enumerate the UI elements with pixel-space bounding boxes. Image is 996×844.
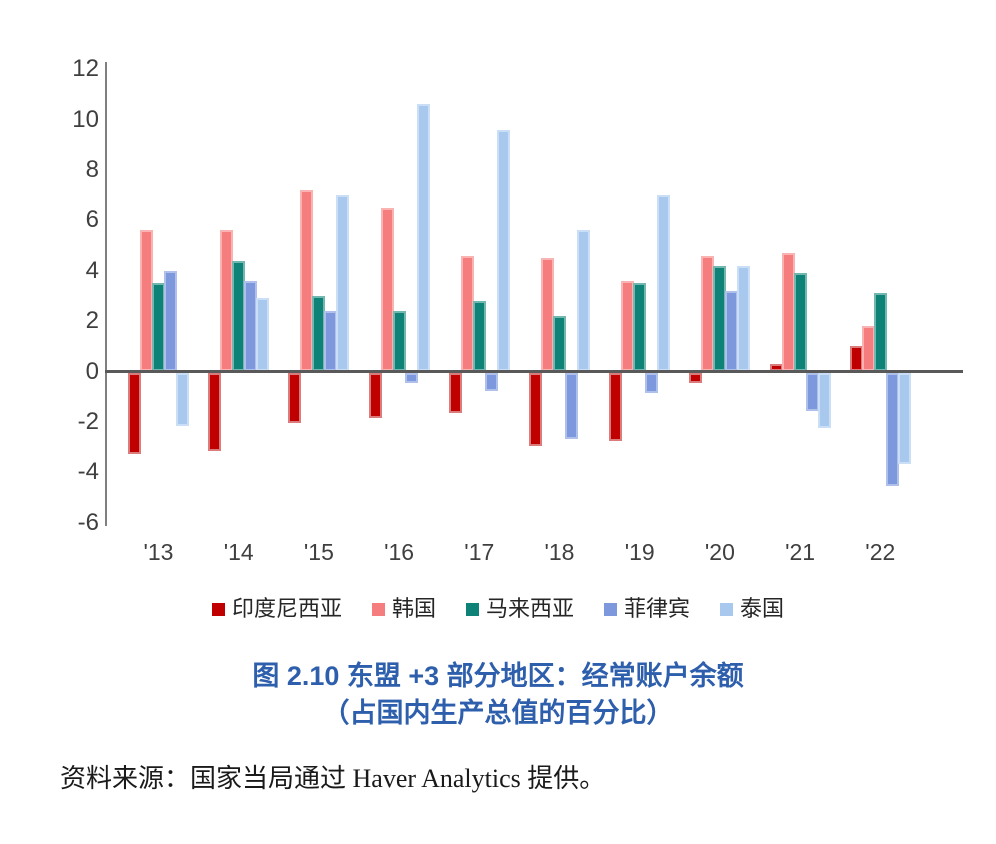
chart-title-line1: 图 2.10 东盟 +3 部分地区：经常账户余额 xyxy=(252,661,744,691)
bar-马来西亚-22 xyxy=(873,293,887,372)
legend-label: 韩国 xyxy=(391,596,436,621)
y-axis-tick-8: 8 xyxy=(85,155,99,183)
legend-item-泰国: 泰国 xyxy=(720,596,784,622)
bar-印度尼西亚-15 xyxy=(288,373,302,424)
chart-title-line2: （占国内生产总值的百分比） xyxy=(322,698,674,728)
x-axis-tick-17: '17 xyxy=(464,539,495,565)
bar-泰国-15 xyxy=(336,195,350,372)
bar-菲律宾-17 xyxy=(484,373,498,391)
y-axis-tick-12: 12 xyxy=(72,55,99,83)
y-axis-tick--4: -4 xyxy=(77,458,99,486)
x-axis-tick-15: '15 xyxy=(303,539,334,565)
x-axis-tick-18: '18 xyxy=(544,539,575,565)
bar-印度尼西亚-20 xyxy=(689,373,703,384)
y-axis-tick-0: 0 xyxy=(85,357,99,385)
bar-印度尼西亚-17 xyxy=(448,373,462,414)
y-axis-tick-4: 4 xyxy=(85,256,99,284)
x-axis-tick-22: '22 xyxy=(865,539,896,565)
bar-泰国-18 xyxy=(577,230,590,372)
bar-马来西亚-19 xyxy=(633,283,647,372)
x-axis-tick-14: '14 xyxy=(223,539,254,565)
bar-泰国-22 xyxy=(897,373,911,464)
bar-泰国-20 xyxy=(737,265,751,372)
bar-菲律宾-16 xyxy=(404,373,418,384)
x-axis-tick-19: '19 xyxy=(624,539,655,565)
y-axis-tick-10: 10 xyxy=(72,105,99,133)
bar-马来西亚-18 xyxy=(553,316,566,372)
legend-label: 菲律宾 xyxy=(624,596,691,621)
bar-泰国-21 xyxy=(817,373,831,429)
bar-泰国-13 xyxy=(176,373,189,426)
legend-item-韩国: 韩国 xyxy=(371,596,436,622)
legend-label: 印度尼西亚 xyxy=(231,596,342,621)
legend-item-印度尼西亚: 印度尼西亚 xyxy=(211,596,342,622)
bar-印度尼西亚-18 xyxy=(529,373,542,447)
bar-印度尼西亚-14 xyxy=(208,373,222,452)
legend-swatch-icon xyxy=(720,602,734,616)
x-axis-tick-20: '20 xyxy=(704,539,735,565)
bar-泰国-17 xyxy=(496,129,510,372)
y-axis-line xyxy=(105,62,107,526)
x-axis-tick-16: '16 xyxy=(384,539,415,565)
chart-legend: 印度尼西亚 韩国 马来西亚 菲律宾 泰国 xyxy=(0,596,996,622)
legend-item-菲律宾: 菲律宾 xyxy=(604,596,690,622)
bar-马来西亚-16 xyxy=(392,311,406,372)
bar-菲律宾-19 xyxy=(645,373,659,394)
x-axis-tick-13: '13 xyxy=(143,539,174,565)
y-axis-tick--6: -6 xyxy=(77,508,99,536)
bar-泰国-19 xyxy=(657,195,671,372)
legend-swatch-icon xyxy=(604,602,617,616)
chart-title: 图 2.10 东盟 +3 部分地区：经常账户余额 （占国内生产总值的百分比） xyxy=(0,658,996,732)
legend-item-马来西亚: 马来西亚 xyxy=(465,596,574,622)
legend-swatch-icon xyxy=(465,602,479,616)
y-axis-tick--2: -2 xyxy=(77,407,99,435)
legend-label: 马来西亚 xyxy=(485,596,574,621)
bar-印度尼西亚-16 xyxy=(368,373,382,419)
bar-泰国-16 xyxy=(416,104,430,372)
bar-印度尼西亚-19 xyxy=(609,373,623,442)
x-axis-tick-21: '21 xyxy=(785,539,816,565)
y-axis-tick-6: 6 xyxy=(85,206,99,234)
legend-swatch-icon xyxy=(211,602,225,616)
bar-马来西亚-21 xyxy=(793,273,807,372)
bar-泰国-14 xyxy=(256,298,270,372)
bar-菲律宾-13 xyxy=(164,270,177,372)
bar-菲律宾-18 xyxy=(565,373,578,439)
plot-area: 12 10 8 6 4 2 0 -2 -4 -6 '13 '14 '15 '16 '17 '18 '19 '20 '… xyxy=(72,57,963,564)
legend-swatch-icon xyxy=(371,602,385,616)
bar-马来西亚-17 xyxy=(472,300,486,372)
x-axis-zero-line xyxy=(105,370,963,373)
bar-印度尼西亚-13 xyxy=(128,373,141,454)
source-note: 资料来源：国家当局通过 Haver Analytics 提供。 xyxy=(60,764,606,793)
y-axis-tick-2: 2 xyxy=(85,307,99,335)
legend-label: 泰国 xyxy=(740,596,785,621)
